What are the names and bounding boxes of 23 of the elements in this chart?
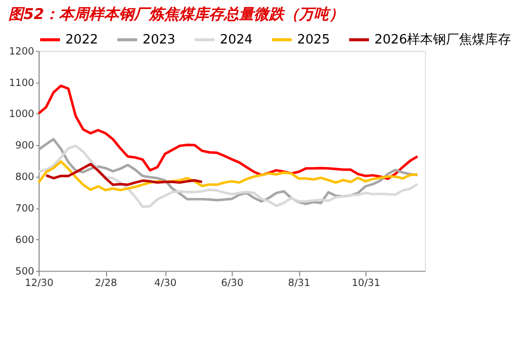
x-tick-label: 8/31 [288,278,310,290]
x-tick-label: 4/30 [154,278,177,290]
y-tick-label: 800 [15,172,34,184]
x-tick-label: 10/31 [352,278,380,290]
line-series [44,162,204,186]
legend-label: 2026样本钢厂焦煤库存 [374,32,512,48]
y-tick-label: 1000 [9,109,34,120]
legend-label: 2025 [297,32,330,48]
x-tick-label: 2/28 [94,278,118,290]
x-tick-label: 6/30 [221,278,244,290]
x-tick-label: 12/30 [24,278,54,290]
y-tick-label: 1100 [9,78,34,89]
line-series [37,160,419,192]
chart-title: 图52：本周样本钢厂炼焦煤库存总量微跌（万吨） [8,5,344,24]
legend-label: 2022 [65,32,98,48]
legend-label: 2024 [220,32,253,48]
y-tick-label: 600 [15,234,34,246]
line-series [37,84,419,180]
y-tick-label: 500 [15,266,34,278]
y-tick-label: 700 [15,203,34,214]
y-tick-label: 1200 [9,46,34,58]
y-tick-label: 900 [15,140,34,152]
legend-label: 2023 [142,32,176,48]
